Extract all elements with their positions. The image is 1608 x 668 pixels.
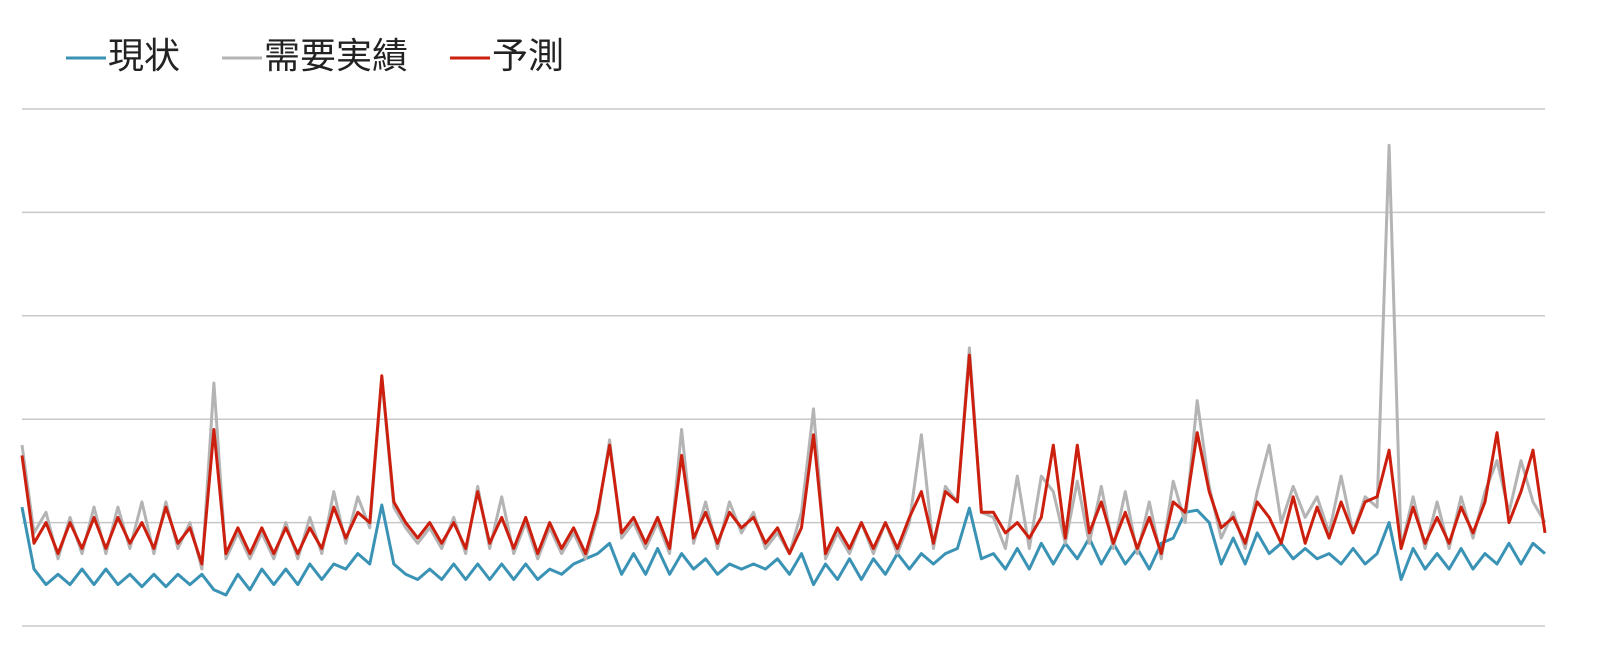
- legend-label: 需要実績: [264, 36, 408, 77]
- legend-label: 予測: [492, 36, 564, 77]
- series-line: [20, 143, 1547, 571]
- legend-label: 現状: [108, 36, 180, 77]
- series-line: [20, 353, 1547, 566]
- series-line: [20, 503, 1546, 597]
